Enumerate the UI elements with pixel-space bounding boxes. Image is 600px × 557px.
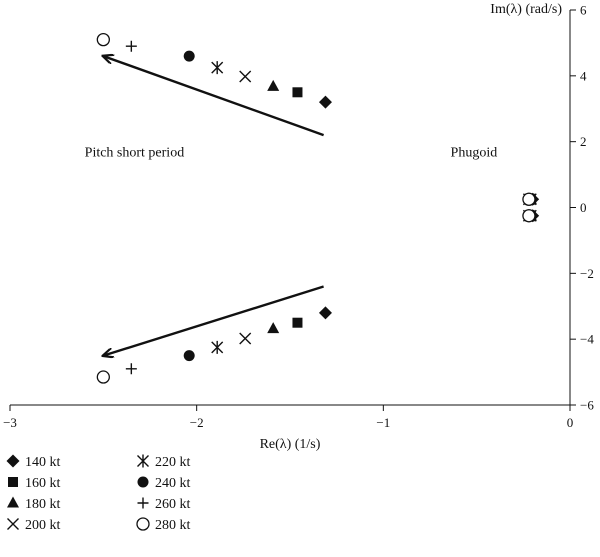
data-point-circle-open [96,370,110,384]
data-point-circle-open [96,32,110,47]
legend-label: 180 kt [25,497,61,512]
y-tick-label: 6 [580,3,587,18]
data-point-diamond [318,306,332,320]
legend-item: 200 kt [7,518,61,533]
legend-marker-plus [137,497,149,509]
legend-label: 220 kt [155,455,191,470]
data-point-square [292,87,303,98]
data-point-triangle [267,79,280,91]
x-tick-label: −1 [376,415,390,430]
legend-item: 240 kt [137,476,191,491]
legend-item: 180 kt [7,496,61,512]
y-tick-label: 0 [580,200,587,215]
y-axis-label: Im(λ) (rad/s) [490,2,562,17]
legend-marker-triangle [7,496,19,508]
y-tick-label: 2 [580,134,587,149]
annotation-phugoid: Phugoid [451,145,498,160]
legend-marker-asterisk [137,454,149,468]
data-point-circle-filled [183,50,195,62]
data-point-diamond [318,95,332,109]
legend-label: 240 kt [155,476,191,491]
legend-item: 260 kt [137,497,191,512]
legend-label: 280 kt [155,518,191,533]
y-tick-label: −6 [580,398,594,413]
legend-label: 200 kt [25,518,61,533]
data-point-x [239,70,252,83]
data-point-square [292,317,303,328]
data-point-circle-open [522,192,536,206]
legend-marker-circle-open [136,517,150,531]
x-axis-label: Re(λ) (1/s) [260,437,321,452]
data-point-triangle [267,322,280,334]
legend-label: 160 kt [25,476,61,491]
lower-trend-arrow [103,285,324,356]
x-tick-label: 0 [567,415,574,430]
legend-label: 260 kt [155,497,191,512]
axes: −3 −2 −1 0 6 4 2 0 −2 −4 −6 Re(λ) (1/s) Im(λ) (rad/s… [3,2,594,452]
upper-trend-arrow [103,56,325,137]
legend-item: 160 kt [8,476,61,491]
data-point-circle-open [522,209,536,223]
annotations: Pitch short period Phugoid [85,145,498,160]
data-points [96,32,540,384]
legend-label: 140 kt [25,455,61,470]
data-point-asterisk [211,61,224,75]
data-point-plus [125,40,137,52]
legend-marker-square [8,477,18,487]
legend-item: 140 kt [6,454,61,470]
legend-item: 280 kt [136,517,191,533]
data-point-asterisk [211,340,224,354]
trend-arrows [103,56,325,356]
data-point-circle-filled [183,350,195,362]
data-point-x [239,332,252,345]
legend-marker-circle-filled [137,476,149,488]
legend-marker-diamond [6,454,20,468]
legend-item: 220 kt [137,454,191,470]
data-point-plus [125,363,137,375]
annotation-pitch-short-period: Pitch short period [85,145,185,160]
legend-marker-x [7,518,19,530]
legend: 140 kt 160 kt 180 kt 200 kt 220 kt 240 kt 260 … [6,454,191,533]
y-tick-label: −2 [580,266,594,281]
x-tick-label: −2 [190,415,204,430]
x-tick-label: −3 [3,415,17,430]
y-tick-label: 4 [580,68,587,83]
y-tick-label: −4 [580,332,594,347]
